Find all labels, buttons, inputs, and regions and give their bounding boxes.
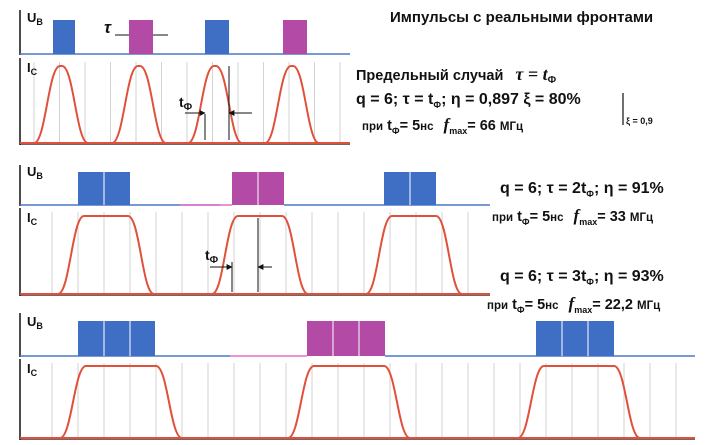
panel2-cond-line: при tФ= 5нс fmax= 33 МГц — [492, 206, 654, 227]
panel-3 — [19, 313, 695, 440]
svg-text:IС: IС — [27, 210, 38, 227]
current-curve-2 — [20, 215, 490, 295]
pulse-1b — [129, 20, 153, 54]
svg-text:tФ: tФ — [179, 94, 193, 113]
pulse-1d — [283, 20, 307, 54]
xi-note: ξ = 0,9 — [626, 116, 653, 126]
panel1-main-line: q = 6; τ = tФ; η = 0,897 ξ = 80% — [356, 91, 581, 110]
panel-1 — [19, 10, 350, 145]
svg-text:UВ: UВ — [27, 164, 43, 181]
limit-case-line: Предельный случай τ = tФ — [356, 64, 557, 86]
marker-labels: τ tФ tФ — [104, 18, 219, 266]
axis-labels: UВ IС UВ IС UВ IС — [27, 10, 43, 378]
svg-text:IС: IС — [27, 60, 38, 77]
current-curve-3 — [20, 365, 695, 439]
page-title: Импульсы с реальными фронтами — [390, 9, 654, 26]
svg-text:IС: IС — [27, 361, 38, 378]
panel3-main-line: q = 6; τ = 3tФ; η = 93% — [500, 268, 664, 287]
pulse-1a — [53, 20, 75, 54]
svg-text:UВ: UВ — [27, 314, 43, 331]
svg-text:τ: τ — [104, 18, 112, 37]
current-curve-1 — [20, 65, 350, 144]
panel3-cond-line: при tФ= 5нс fmax= 22,2 МГц — [487, 294, 661, 315]
pulse-1c — [205, 20, 229, 54]
pulse-3c — [536, 321, 614, 356]
pulse-3b — [307, 321, 385, 356]
svg-text:UВ: UВ — [27, 10, 43, 27]
panel1-cond-line: при tФ= 5нс fmax= 66 МГц — [362, 115, 524, 136]
panel2-main-line: q = 6; τ = 2tФ; η = 91% — [500, 180, 664, 199]
svg-text:tФ: tФ — [205, 247, 219, 266]
pulse-3a — [78, 321, 155, 356]
panel-2 — [19, 165, 490, 296]
